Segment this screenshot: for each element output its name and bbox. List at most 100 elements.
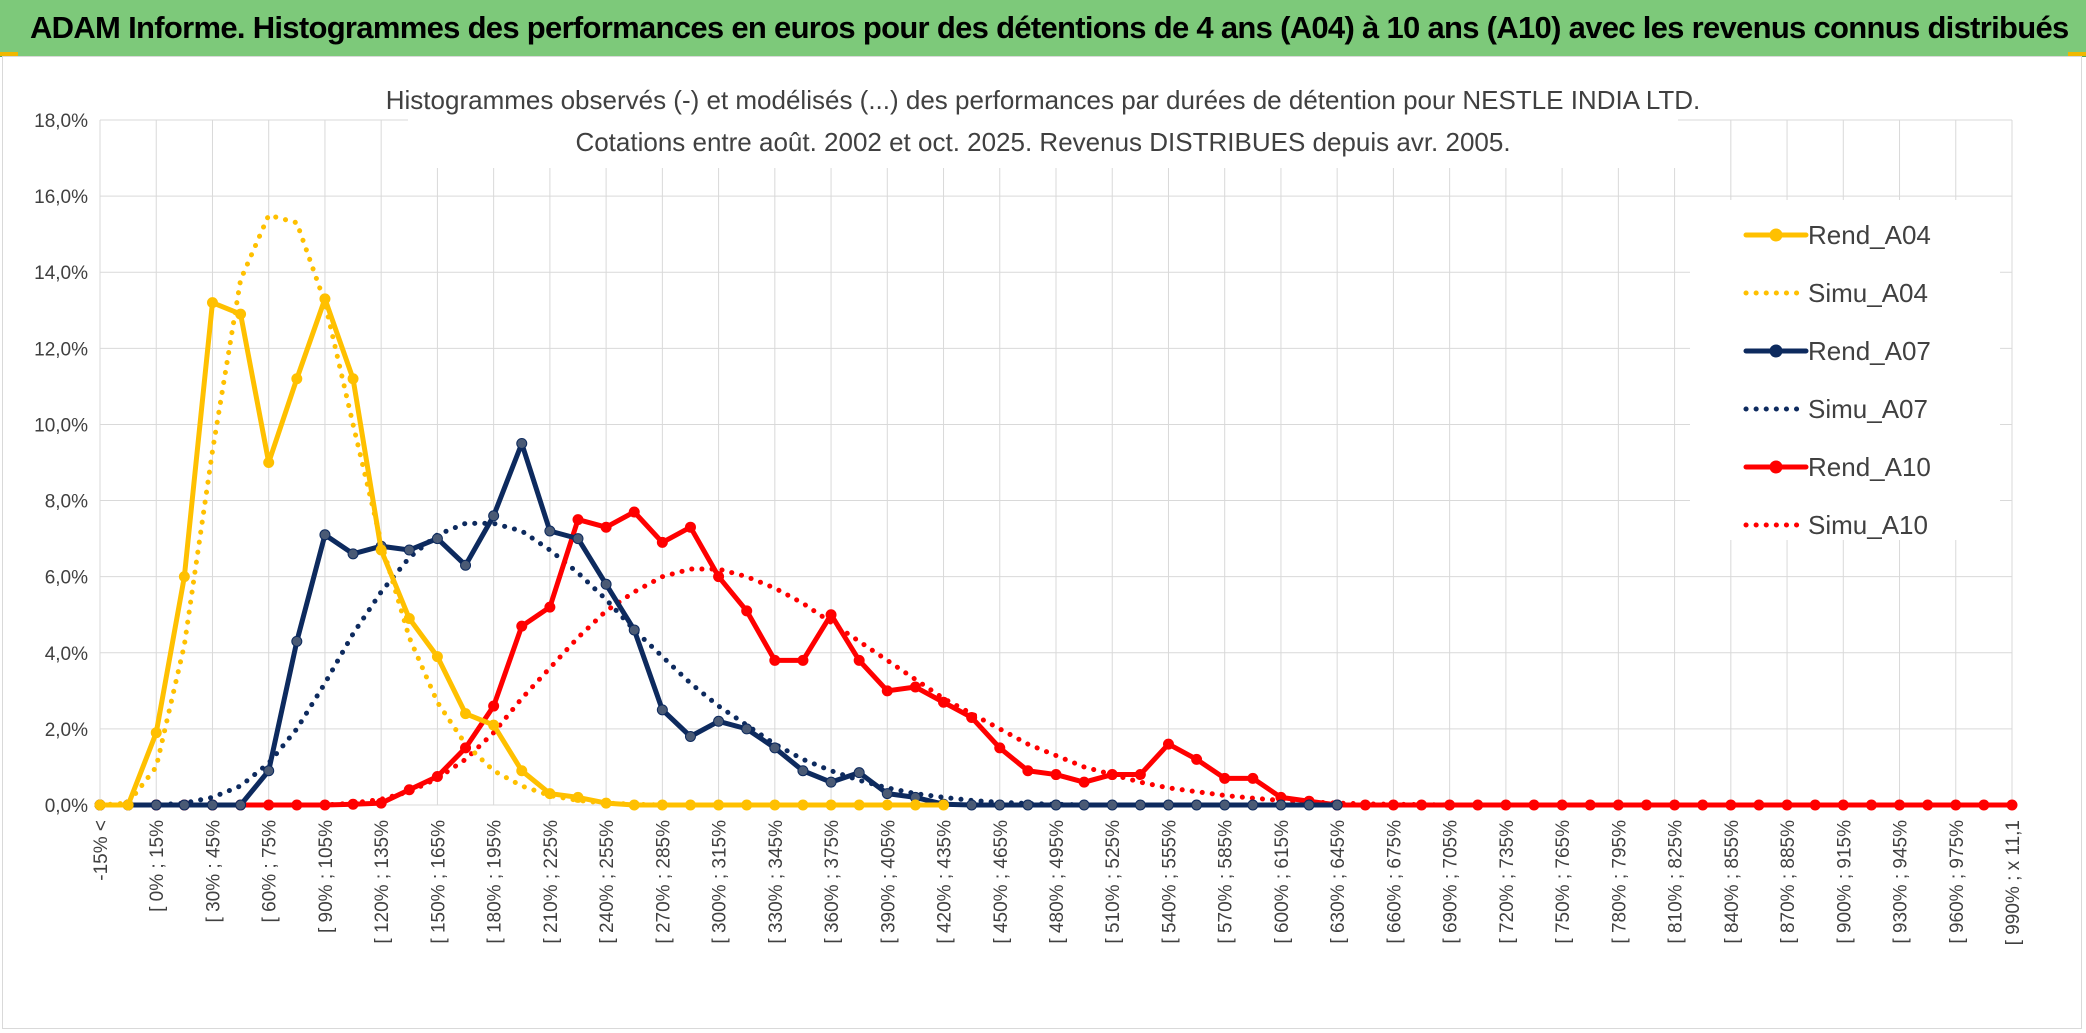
data-point-rend-a10 bbox=[544, 601, 556, 613]
x-tick-label: [ 360% ; 375% bbox=[822, 820, 843, 944]
data-point-rend-a10 bbox=[460, 742, 472, 754]
data-point-rend-a04 bbox=[713, 799, 725, 811]
data-point-rend-a04 bbox=[684, 799, 696, 811]
x-tick-label: [ 30% ; 45% bbox=[203, 820, 224, 923]
data-point-rend-a07 bbox=[825, 776, 837, 788]
data-point-rend-a07 bbox=[1303, 799, 1315, 811]
data-point-rend-a04 bbox=[656, 799, 668, 811]
data-point-rend-a04 bbox=[431, 651, 443, 663]
data-point-rend-a10 bbox=[966, 711, 978, 723]
legend-item-rend-a10[interactable]: Rend_A10 bbox=[1743, 452, 1931, 482]
data-point-rend-a10 bbox=[853, 654, 865, 666]
legend-label: Simu_A04 bbox=[1808, 278, 1928, 308]
data-point-rend-a07 bbox=[1162, 799, 1174, 811]
x-tick-label: [ 810% ; 825% bbox=[1666, 820, 1687, 944]
legend-backdrop bbox=[1690, 200, 2000, 540]
x-tick-label: [ 510% ; 525% bbox=[1103, 820, 1124, 944]
x-tick-label: [ 120% ; 135% bbox=[372, 820, 393, 944]
data-point-rend-a10 bbox=[1134, 769, 1146, 781]
data-point-rend-a10 bbox=[628, 506, 640, 518]
data-point-rend-a10 bbox=[1809, 799, 1821, 811]
data-point-rend-a04 bbox=[572, 791, 584, 803]
data-point-rend-a07 bbox=[1331, 799, 1343, 811]
y-tick-label: 18,0% bbox=[34, 111, 88, 132]
data-point-rend-a10 bbox=[2006, 799, 2018, 811]
legend-marker bbox=[1769, 460, 1783, 474]
legend[interactable]: Rend_A04 Simu_A04 Rend_A07 Simu_A07 Rend_A10… bbox=[1743, 220, 1931, 540]
chart-frame bbox=[2, 56, 2082, 1029]
data-point-rend-a04 bbox=[291, 373, 303, 385]
data-point-rend-a10 bbox=[1612, 799, 1624, 811]
data-point-rend-a10 bbox=[1247, 772, 1259, 784]
data-point-rend-a07 bbox=[1078, 799, 1090, 811]
data-point-rend-a04 bbox=[909, 799, 921, 811]
data-point-rend-a10 bbox=[319, 799, 331, 811]
data-point-rend-a07 bbox=[769, 742, 781, 754]
data-point-rend-a10 bbox=[347, 798, 359, 810]
data-point-rend-a10 bbox=[1837, 799, 1849, 811]
data-point-rend-a04 bbox=[488, 719, 500, 731]
x-tick-label: [ 450% ; 465% bbox=[991, 820, 1012, 944]
data-point-rend-a10 bbox=[684, 521, 696, 533]
data-point-rend-a07 bbox=[572, 533, 584, 545]
data-point-rend-a10 bbox=[909, 681, 921, 693]
data-point-rend-a07 bbox=[881, 788, 893, 800]
data-point-rend-a10 bbox=[1640, 799, 1652, 811]
data-point-rend-a07 bbox=[1134, 799, 1146, 811]
data-point-rend-a10 bbox=[1725, 799, 1737, 811]
x-tick-label: [ 540% ; 555% bbox=[1159, 820, 1180, 944]
x-tick-label: [ 210% ; 225% bbox=[541, 820, 562, 944]
x-tick-label: [ 600% ; 615% bbox=[1272, 820, 1293, 944]
data-point-rend-a10 bbox=[1444, 799, 1456, 811]
data-point-rend-a10 bbox=[1753, 799, 1765, 811]
data-point-rend-a10 bbox=[516, 620, 528, 632]
data-point-rend-a10 bbox=[769, 654, 781, 666]
data-point-rend-a04 bbox=[797, 799, 809, 811]
y-tick-label: 10,0% bbox=[34, 415, 88, 436]
data-point-rend-a10 bbox=[825, 609, 837, 621]
legend-item-rend-a04[interactable]: Rend_A04 bbox=[1743, 220, 1931, 250]
x-tick-label: [ 720% ; 735% bbox=[1497, 820, 1518, 944]
x-tick-label: [ 270% ; 285% bbox=[653, 820, 674, 944]
legend-label: Simu_A07 bbox=[1808, 394, 1928, 424]
data-point-rend-a10 bbox=[1894, 799, 1906, 811]
y-tick-label: 2,0% bbox=[45, 720, 88, 741]
data-point-rend-a07 bbox=[431, 533, 443, 545]
data-point-rend-a10 bbox=[1472, 799, 1484, 811]
data-point-rend-a04 bbox=[825, 799, 837, 811]
legend-item-simu-a07[interactable]: Simu_A07 bbox=[1743, 394, 1928, 424]
x-tick-label: [ 930% ; 945% bbox=[1891, 820, 1912, 944]
x-tick-label: [ 840% ; 855% bbox=[1722, 820, 1743, 944]
data-point-rend-a07 bbox=[235, 799, 247, 811]
legend-label: Rend_A07 bbox=[1808, 336, 1931, 366]
x-tick-label: [ 750% ; 765% bbox=[1553, 820, 1574, 944]
data-point-rend-a04 bbox=[628, 799, 640, 811]
data-point-rend-a10 bbox=[1162, 738, 1174, 750]
data-point-rend-a10 bbox=[881, 685, 893, 697]
banner-title: ADAM Informe. Histogrammes des performan… bbox=[30, 10, 2069, 45]
data-point-rend-a04 bbox=[600, 797, 612, 809]
data-point-rend-a07 bbox=[347, 548, 359, 560]
data-point-rend-a07 bbox=[1275, 799, 1287, 811]
data-point-rend-a07 bbox=[1247, 799, 1259, 811]
data-point-rend-a10 bbox=[572, 514, 584, 526]
data-point-rend-a07 bbox=[656, 704, 668, 716]
legend-item-simu-a10[interactable]: Simu_A10 bbox=[1743, 510, 1928, 540]
data-point-rend-a07 bbox=[1022, 799, 1034, 811]
legend-item-simu-a04[interactable]: Simu_A04 bbox=[1743, 278, 1928, 308]
data-point-rend-a10 bbox=[1359, 799, 1371, 811]
legend-item-rend-a07[interactable]: Rend_A07 bbox=[1743, 336, 1931, 366]
data-point-rend-a10 bbox=[1978, 799, 1990, 811]
x-tick-label: [ 420% ; 435% bbox=[935, 820, 956, 944]
x-tick-label: [ 990% ; x 11,1 bbox=[2003, 820, 2024, 945]
series-line-simu-a04 bbox=[97, 212, 947, 808]
data-point-rend-a04 bbox=[741, 799, 753, 811]
series-group bbox=[94, 212, 2018, 811]
y-tick-label: 8,0% bbox=[45, 492, 88, 513]
data-point-rend-a10 bbox=[488, 700, 500, 712]
data-point-rend-a10 bbox=[1556, 799, 1568, 811]
data-point-rend-a04 bbox=[122, 799, 134, 811]
data-point-rend-a07 bbox=[1219, 799, 1231, 811]
x-tick-label: -15% < bbox=[91, 820, 112, 881]
legend-label: Rend_A10 bbox=[1808, 452, 1931, 482]
